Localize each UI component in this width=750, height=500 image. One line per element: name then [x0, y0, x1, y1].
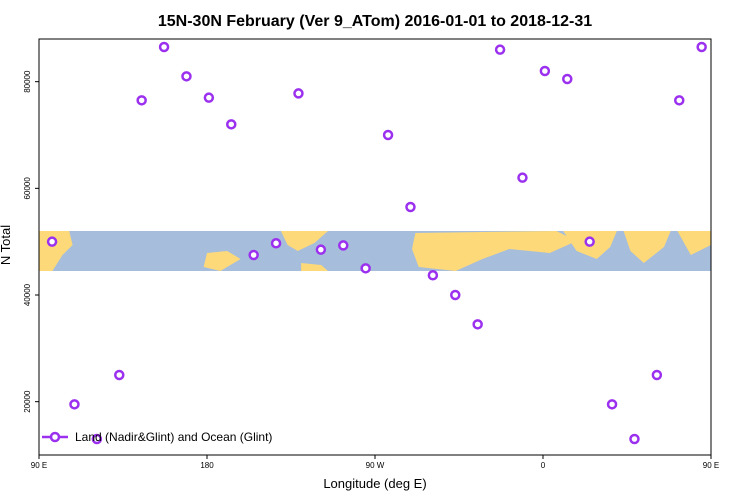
data-point-16 — [382, 129, 394, 141]
land-mass-2 — [203, 251, 241, 271]
data-point-18 — [427, 270, 439, 281]
data-point-10 — [248, 249, 259, 261]
data-point-3 — [91, 433, 103, 445]
data-point-25 — [584, 236, 595, 247]
x-axis-label: Longitude (deg E) — [323, 476, 426, 491]
data-point-20 — [472, 319, 483, 330]
data-point-4 — [114, 369, 125, 381]
data-point-21 — [494, 44, 506, 55]
data-point-28 — [651, 369, 663, 381]
x-tick-label: 90 E — [31, 461, 47, 470]
y-tick-label: 60000 — [23, 177, 32, 200]
data-point-12 — [293, 88, 304, 99]
world-map-band — [39, 231, 711, 271]
land-mass-8 — [677, 231, 711, 255]
y-axis-label: N Total — [0, 225, 13, 265]
data-point-26 — [606, 399, 618, 410]
data-point-14 — [338, 240, 349, 251]
data-point-23 — [539, 65, 551, 77]
legend-marker — [49, 431, 61, 443]
x-tick-label: 90 E — [703, 461, 719, 470]
x-tick-label: 0 — [541, 461, 546, 470]
x-tick-label: 180 — [200, 461, 214, 470]
data-point-15 — [360, 263, 371, 274]
land-mass-3 — [280, 231, 328, 251]
data-point-13 — [315, 244, 327, 255]
data-point-9 — [226, 119, 237, 130]
data-point-5 — [136, 95, 147, 106]
chart-title: 15N-30N February (Ver 9_ATom) 2016-01-01… — [158, 13, 592, 30]
data-point-24 — [562, 73, 573, 85]
land-mass-7 — [623, 231, 671, 263]
data-point-2 — [69, 399, 80, 410]
y-axis: 20000 40000 60000 80000 — [23, 70, 39, 413]
data-point-8 — [203, 92, 215, 103]
data-point-17 — [405, 201, 416, 213]
data-point-29 — [674, 95, 685, 106]
data-point-7 — [181, 71, 192, 82]
data-point-6 — [158, 41, 170, 53]
legend-label: Land (Nadir&Glint) and Ocean (Glint) — [75, 430, 272, 444]
y-tick-label: 80000 — [23, 70, 32, 93]
data-point-11 — [270, 238, 282, 249]
y-tick-label: 20000 — [23, 390, 32, 413]
land-mass-5 — [412, 231, 577, 271]
data-point-19 — [450, 289, 461, 301]
legend: Land (Nadir&Glint) and Ocean (Glint) — [42, 430, 272, 444]
y-tick-label: 40000 — [23, 283, 32, 306]
plot-frame — [38, 38, 712, 456]
data-point-30 — [696, 41, 707, 53]
x-axis: 90 E 180 90 W 0 90 E — [31, 455, 719, 470]
data-point-22 — [517, 172, 528, 183]
land-mass-4 — [301, 263, 328, 271]
data-point-27 — [629, 433, 640, 445]
data-series — [46, 41, 707, 445]
data-point-1 — [46, 236, 58, 247]
x-tick-label: 90 W — [366, 461, 385, 470]
